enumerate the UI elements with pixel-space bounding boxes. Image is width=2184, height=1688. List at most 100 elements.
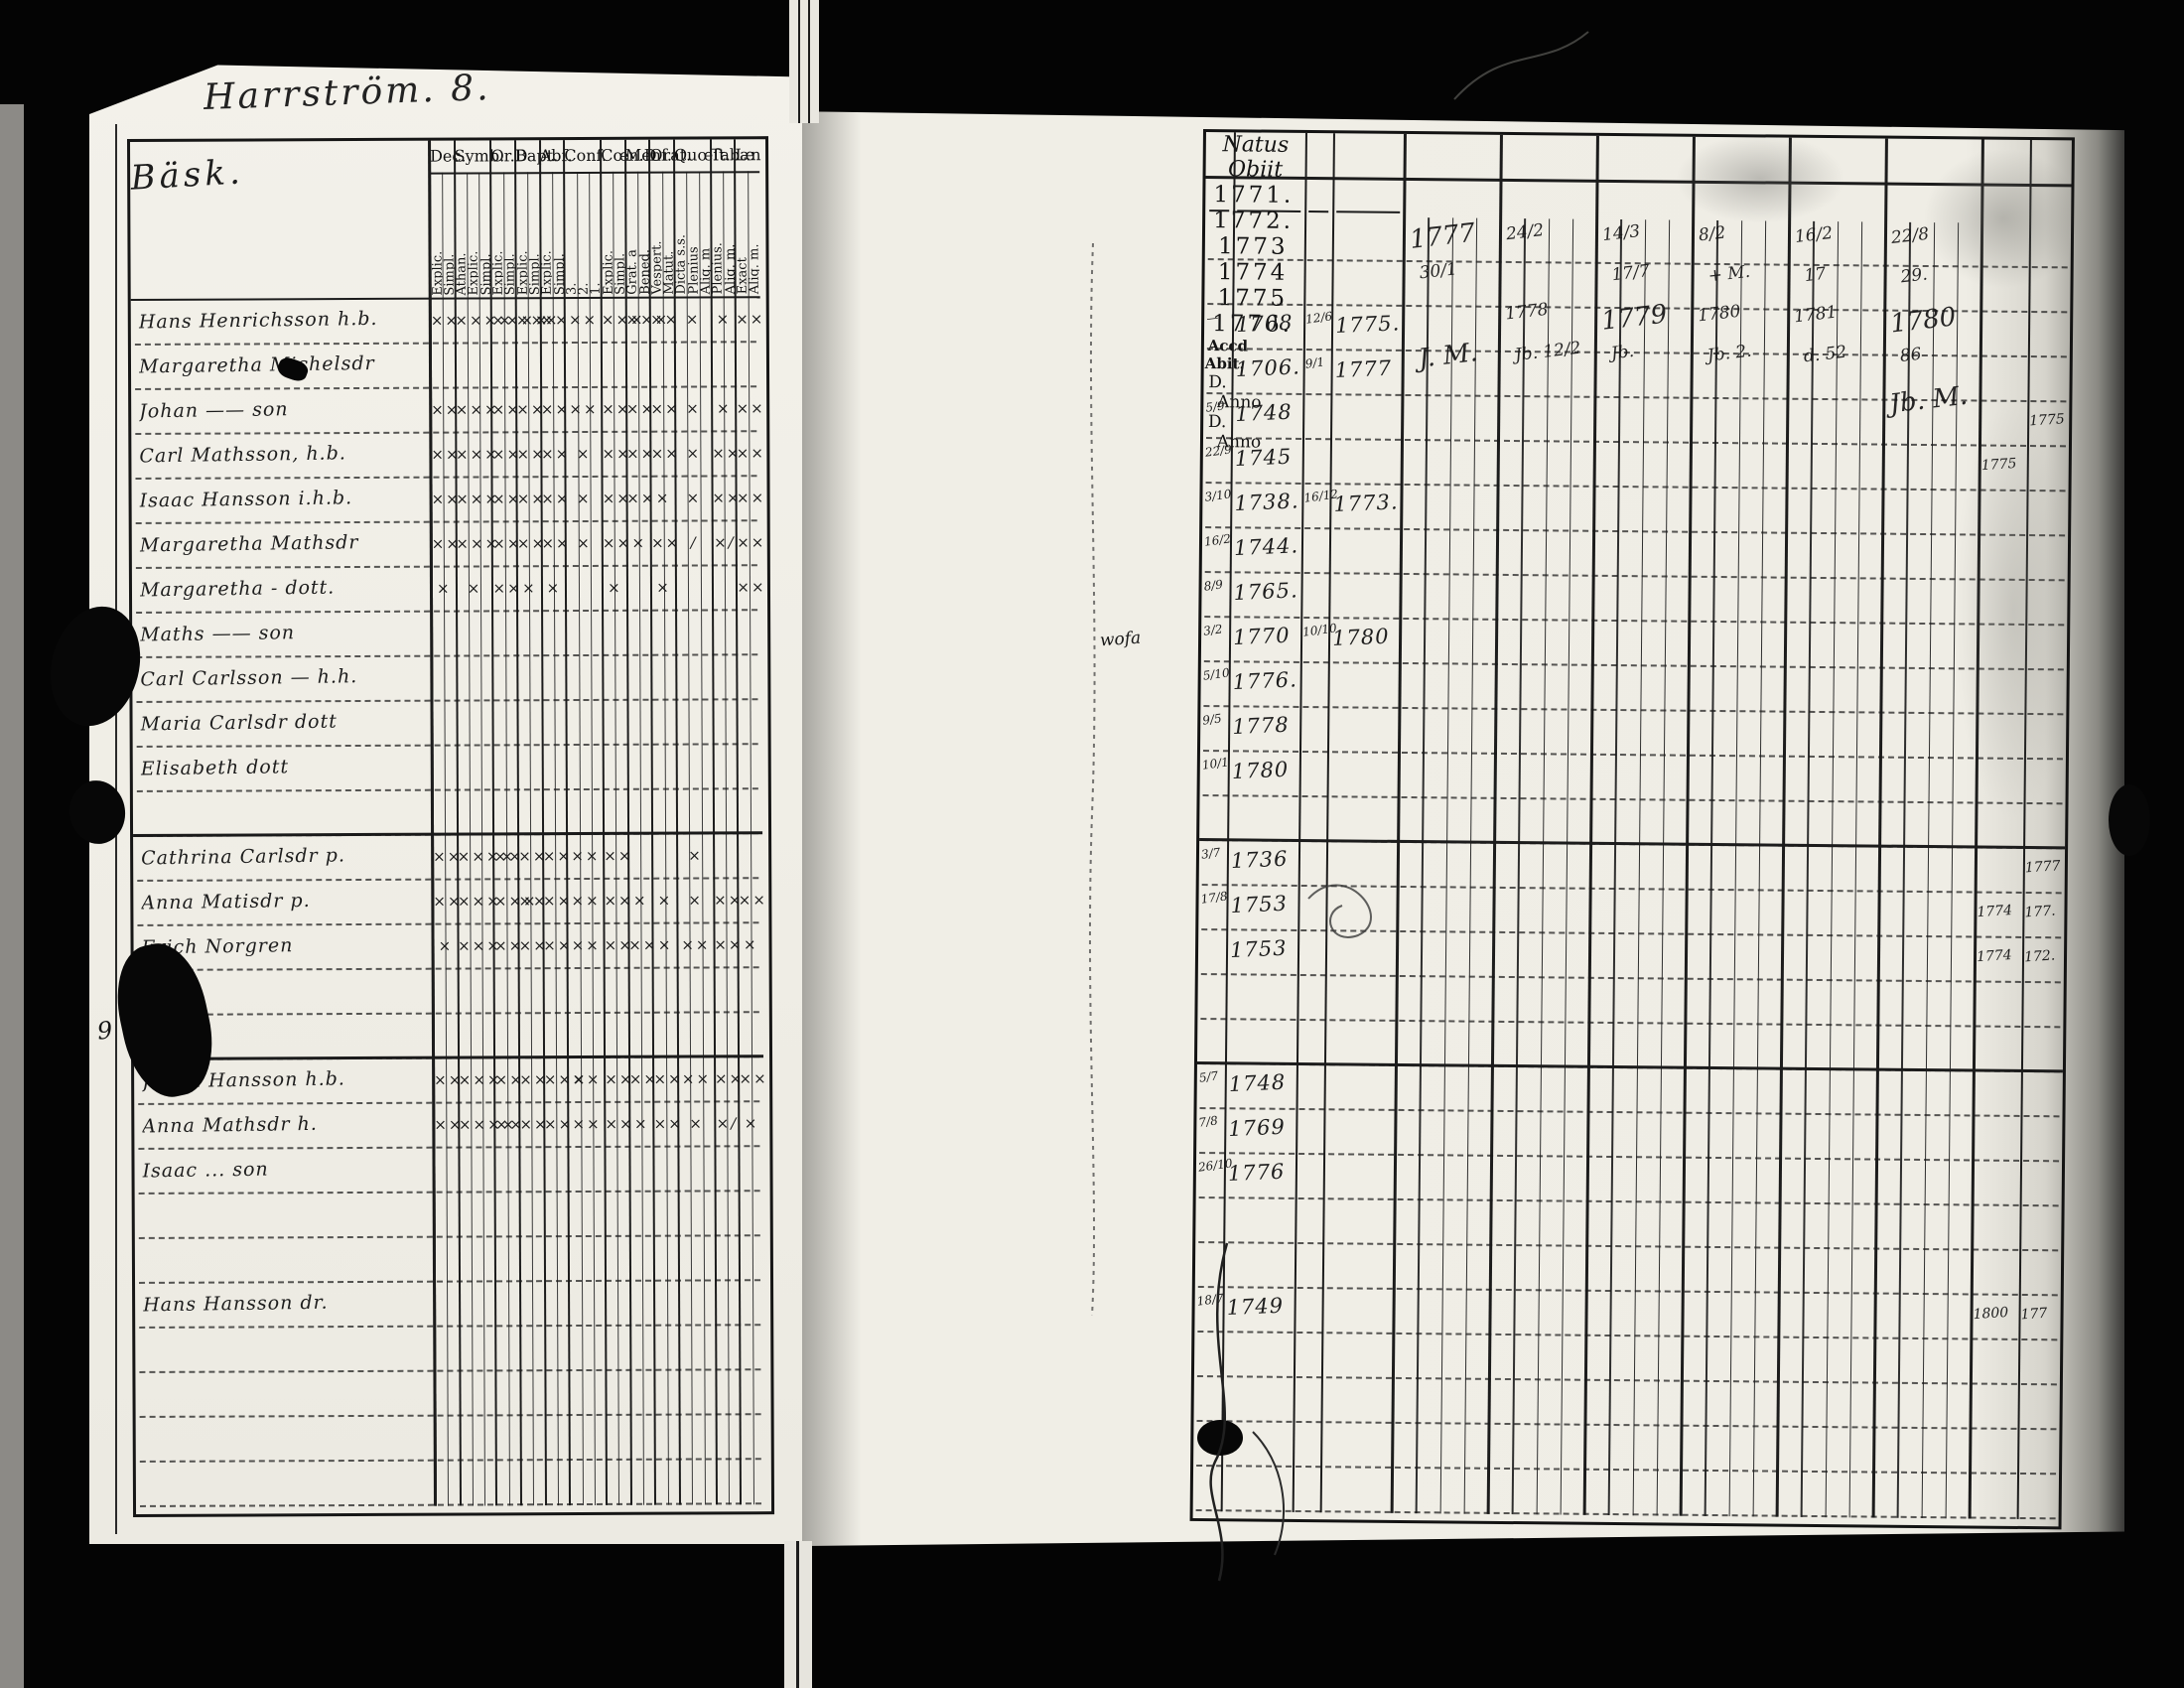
grid-vline xyxy=(1292,132,1307,1512)
communion-marks: ×× xyxy=(572,1114,602,1134)
natus-year: 1770 xyxy=(1232,623,1292,650)
communion-marks: ×××× xyxy=(457,847,516,866)
sub-header: Plenius xyxy=(686,246,699,295)
communion-marks: × xyxy=(657,935,673,954)
acc-entry: 1775 xyxy=(1980,456,2017,475)
communion-marks: × xyxy=(436,579,452,598)
year-scrawl: 29. xyxy=(1899,264,1929,288)
sub-header: Plenius. xyxy=(711,242,724,295)
communion-marks: ×× xyxy=(604,935,633,954)
abit-entry: 172. xyxy=(2023,947,2056,966)
year-scrawl: 16/2 xyxy=(1793,222,1835,247)
grid-vline-sub xyxy=(552,172,560,1506)
column-header-3: Bapt. xyxy=(515,146,559,166)
communion-marks: ×× xyxy=(431,400,461,419)
natus-year: 1748 xyxy=(1228,1069,1287,1097)
grid-vline-yearsub xyxy=(1511,218,1526,1515)
column-header-0: Dec. xyxy=(430,146,467,166)
abit-entry: 177 xyxy=(2020,1305,2048,1324)
communion-marks: × xyxy=(716,399,732,418)
natus-day: 7/8 xyxy=(1197,1113,1219,1130)
abit-entry: 177. xyxy=(2024,903,2057,921)
binding-tape-bottom xyxy=(784,1541,812,1688)
natus-day: 8/9 xyxy=(1202,577,1224,594)
natus-year: 1753 xyxy=(1229,935,1289,963)
obiit-day: 10/10 xyxy=(1301,621,1338,639)
person-name: Anna Matisdr p. xyxy=(141,889,311,914)
natus-day: 17/8 xyxy=(1199,889,1229,907)
natus-day: 3/2 xyxy=(1202,622,1224,638)
year-scrawl: + M. xyxy=(1706,261,1752,287)
sub-header: Athan. xyxy=(455,252,468,296)
natus-year: 1748 xyxy=(1234,399,1294,427)
year-scrawl: 1781 xyxy=(1793,302,1839,328)
communion-marks: ×× xyxy=(492,579,522,598)
column-header-5: Conf. xyxy=(564,145,607,166)
communion-marks: × xyxy=(632,891,648,910)
communion-marks: ×× xyxy=(430,311,460,330)
header-underline xyxy=(130,296,760,301)
person-name: Isaac ... son xyxy=(142,1158,269,1183)
natus-year: 1744. xyxy=(1233,533,1299,561)
communion-marks: ×× xyxy=(434,1115,464,1134)
grid-vline xyxy=(600,139,609,1505)
natus-year: 1736 xyxy=(1230,846,1289,874)
communion-marks: ×× xyxy=(714,1069,745,1088)
person-name: Elisabeth dott xyxy=(140,756,290,780)
communion-marks: ×× xyxy=(433,892,463,911)
row-line xyxy=(140,1502,762,1507)
communion-marks: ×× xyxy=(540,311,570,330)
communion-marks: × xyxy=(686,444,702,463)
grid-vline-year xyxy=(1486,134,1503,1514)
row-line xyxy=(1199,1107,2060,1118)
communion-marks: ×× xyxy=(736,489,766,507)
communion-marks: × xyxy=(546,579,562,598)
grid-vline-sub xyxy=(478,172,486,1506)
natus-day: 22/9 xyxy=(1204,442,1233,460)
grid-vline-year xyxy=(1390,133,1407,1513)
obiit-year: 1780 xyxy=(1331,624,1391,651)
communion-marks: × xyxy=(688,846,703,865)
communion-marks: ×× xyxy=(493,847,523,866)
natus-year: 1776. xyxy=(1232,667,1298,695)
row-line xyxy=(1197,1331,2058,1341)
grid-vline-yearsub xyxy=(1656,219,1671,1516)
communion-marks: ×× xyxy=(650,399,680,418)
communion-marks: × xyxy=(522,579,537,598)
natus-year: 1780 xyxy=(1231,757,1290,784)
grid-vline-yearsub xyxy=(1945,222,1960,1519)
grid-vline xyxy=(453,140,462,1506)
communion-marks: ×× xyxy=(541,490,571,508)
communion-marks: ×× xyxy=(518,847,548,866)
sub-header-0: D. xyxy=(1208,372,1227,393)
abit-entry: 1775 xyxy=(2028,411,2066,430)
column-header-11: L.n xyxy=(735,145,761,165)
communion-marks: × xyxy=(657,891,673,910)
communion-marks: ×/ xyxy=(714,533,736,552)
communion-marks: ×× xyxy=(712,444,742,463)
year-scrawl: Jb. 2. xyxy=(1706,341,1753,366)
communion-marks: × xyxy=(576,489,592,508)
communion-marks: ×× xyxy=(739,1069,768,1088)
communion-marks: ×× xyxy=(628,1069,659,1088)
communion-marks: ×× xyxy=(650,310,680,329)
acc-header: Accd xyxy=(1207,337,1249,355)
person-name: Carl Carlsson — h.h. xyxy=(140,665,358,691)
communion-marks: ××× xyxy=(601,310,645,329)
communion-marks: ×× xyxy=(491,445,522,464)
row-line xyxy=(1203,660,2064,671)
sub-header: 2. xyxy=(577,282,590,296)
year-scrawl: 1778 xyxy=(1504,299,1550,325)
left-parish-table: Bäsk. Dec. Explic. Simpl. Symb. Athan. Explic.… xyxy=(127,136,775,1517)
communion-marks: ×××× xyxy=(491,311,550,330)
sub-header: Explic. xyxy=(467,250,479,296)
gutter-note: wofa xyxy=(1099,628,1142,651)
communion-marks: × xyxy=(686,489,702,507)
grid-vline-namesep xyxy=(428,140,438,1506)
communion-marks: ×× xyxy=(518,936,548,955)
communion-marks: ×× xyxy=(519,1115,549,1134)
communion-marks: ×× xyxy=(543,936,573,955)
year-scrawl: 24/2 xyxy=(1505,220,1546,245)
clamp-blob xyxy=(2109,784,2150,856)
